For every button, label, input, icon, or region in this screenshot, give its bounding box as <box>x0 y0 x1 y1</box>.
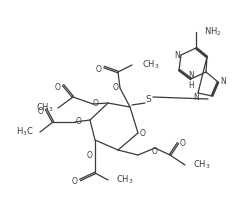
Text: O: O <box>180 139 186 147</box>
Text: O: O <box>72 177 78 187</box>
Text: O: O <box>87 151 93 160</box>
Text: CH$_3$: CH$_3$ <box>36 102 54 114</box>
Text: H$_3$C: H$_3$C <box>16 126 34 138</box>
Text: CH$_3$: CH$_3$ <box>142 59 160 71</box>
Text: N: N <box>193 93 199 101</box>
Text: N: N <box>188 70 194 80</box>
Text: O: O <box>140 128 146 137</box>
Text: S: S <box>145 95 151 105</box>
Text: H: H <box>188 82 194 91</box>
Text: N: N <box>174 51 180 59</box>
Text: N: N <box>220 78 226 86</box>
Text: O: O <box>152 147 158 156</box>
Text: O: O <box>93 99 99 109</box>
Text: O: O <box>55 82 61 91</box>
Text: O: O <box>76 118 82 126</box>
Text: O: O <box>38 107 44 116</box>
Text: O: O <box>113 84 119 93</box>
Text: NH$_2$: NH$_2$ <box>204 26 222 38</box>
Text: CH$_3$: CH$_3$ <box>116 174 134 186</box>
Text: O: O <box>96 65 102 74</box>
Text: CH$_3$: CH$_3$ <box>193 159 210 171</box>
